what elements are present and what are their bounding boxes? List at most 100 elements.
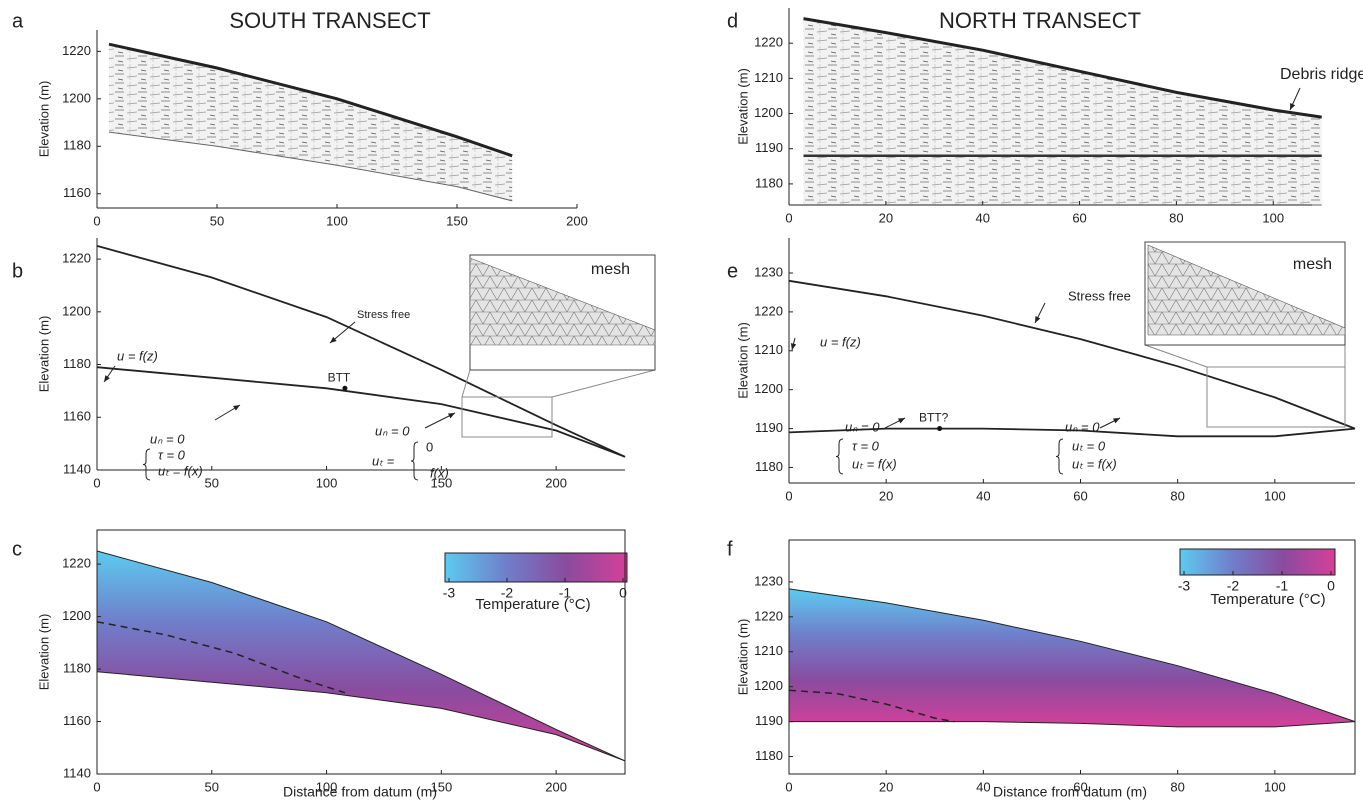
annotation: uₙ = 0 [375,423,410,438]
zoom-line [551,369,656,398]
x-tick-label: 0 [785,779,792,794]
arrow-head [233,405,240,411]
frame [788,539,1356,775]
annotation: u = f(z) [117,348,158,363]
point [937,426,943,432]
panel-label: b [12,260,23,282]
colorbar-label: Temperature (°C) [1210,591,1325,608]
bed-line [789,721,1356,728]
arrow-head [898,418,905,424]
y-tick-label: 1210 [754,643,783,658]
x-tick-label: 80 [1170,488,1184,503]
y-tick-label: 1220 [754,608,783,623]
colorbar-tick-label: 0 [619,585,627,601]
y-tick-label: 1160 [63,185,91,200]
y-tick-label: 1220 [62,43,91,58]
y-tick-label: 1200 [754,105,783,120]
frame [96,529,626,775]
x-tick-label: 40 [976,488,990,503]
brace [1055,438,1064,475]
x-tick-label: 80 [1169,210,1183,225]
point [342,385,348,391]
y-tick-label: 1220 [62,556,91,571]
y-tick-label: 1220 [62,251,91,266]
annotation: mesh [591,261,630,278]
panel-label: d [727,10,738,32]
y-tick-label: 1200 [62,303,91,318]
y-tick-label: 1200 [754,678,783,693]
y-axis-label: Elevation (m) [735,619,750,696]
annotation: f(x) [430,465,449,480]
temperature-field [789,588,1355,727]
radargram-fill [109,44,513,201]
x-tick-label: 200 [566,213,588,228]
annotation: u = f(z) [820,334,861,349]
y-tick-label: 1160 [63,713,91,728]
arrow-head [104,375,110,382]
surface-line [96,550,626,762]
x-tick-label: 0 [785,210,792,225]
panel: d NORTH TRANSECT Elevation (m) Debris ridge… [727,8,1363,226]
x-tick-label: 80 [1170,779,1184,794]
x-tick-label: 50 [205,779,219,794]
zoom-box [1206,366,1346,428]
x-tick-label: 20 [879,779,893,794]
panel-label: c [12,538,22,560]
surface-line [108,42,513,158]
arrow-head [1035,316,1041,323]
x-tick-label: 50 [210,213,224,228]
y-tick-label: 1220 [754,303,783,318]
arrow-head [1290,103,1296,110]
panel: f Elevation (m) Distance from datum (m) -3 -… [727,538,1356,800]
annotation: Stress free [357,309,410,321]
y-tick-label: 1190 [755,713,783,728]
colorbar-tick-label: -1 [559,585,572,601]
colorbar-tick-label: -1 [1276,578,1289,594]
annotation: τ = 0 [158,447,186,462]
panel: a SOUTH TRANSECT Elevation (m) 0 50 100 150 200… [12,8,588,229]
x-axis-label: Distance from datum (m) [993,784,1147,800]
zoom-box [461,396,553,438]
x-tick-label: 100 [1264,488,1286,503]
arrow-head [1113,418,1120,424]
annotation: Stress free [1068,288,1131,303]
mesh [469,257,656,346]
annotation: uₜ = f(x) [1072,456,1117,471]
annotation: mesh [1293,256,1332,273]
annotation: uₜ = f(x) [852,456,897,471]
annotation: uₜ = f(x) [158,463,203,478]
y-tick-label: 1230 [754,264,783,279]
radargram-fill [803,18,1322,205]
brace [142,448,151,481]
annotation: Debris ridge [1280,66,1363,83]
x-tick-label: 20 [879,488,893,503]
y-axis-label: Elevation (m) [735,322,750,399]
panel: e Elevation (m) BTT? Stress free u = f(z) uₙ … [727,238,1356,503]
annotation: τ = 0 [852,438,880,453]
colorbar-tick-label: 0 [1327,578,1335,594]
bed-line [96,366,626,458]
x-tick-label: 60 [1073,779,1087,794]
x-tick-label: 0 [93,213,100,228]
x-tick-label: 0 [93,779,100,794]
colorbar-tick-label: -2 [501,585,514,601]
x-tick-label: 200 [545,779,567,794]
y-tick-label: 1180 [63,138,91,153]
panel: c Elevation (m) Distance from datum (m) -3 -… [12,529,628,800]
base-line [108,131,513,202]
panel: b Elevation (m) BTT Stress free u = f(z) uₙ =… [12,238,656,490]
y-tick-label: 1140 [63,765,91,780]
panel-label: f [727,538,733,560]
surface-line [803,17,1322,119]
annotation: uₙ = 0 [1065,419,1100,434]
y-tick-label: 1200 [754,381,783,396]
y-axis-label: Elevation (m) [735,68,750,145]
y-tick-label: 1210 [754,342,783,357]
y-tick-label: 1190 [755,140,783,155]
x-tick-label: 20 [879,210,893,225]
brace [410,441,419,481]
x-tick-label: 100 [1264,779,1286,794]
x-tick-label: 100 [326,213,348,228]
y-tick-label: 1180 [63,660,91,675]
